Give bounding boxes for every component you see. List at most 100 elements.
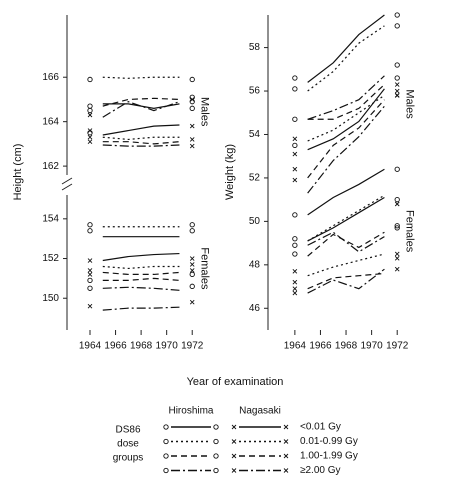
marker-x bbox=[189, 123, 195, 129]
marker-o bbox=[87, 285, 93, 291]
marker-o bbox=[292, 116, 298, 122]
legend-city: Nagasaki bbox=[239, 406, 281, 417]
group-label: Females bbox=[198, 247, 210, 290]
marker-x bbox=[87, 258, 93, 263]
marker-x bbox=[283, 468, 289, 473]
series-line bbox=[102, 277, 180, 281]
marker-x-stroke bbox=[87, 112, 93, 118]
marker-x bbox=[292, 286, 298, 292]
marker-x-stroke bbox=[87, 128, 93, 133]
marker-x-stroke bbox=[189, 268, 195, 273]
marker-o bbox=[87, 107, 93, 114]
y-tick-label: 162 bbox=[42, 161, 59, 172]
group-label: Males bbox=[198, 97, 210, 127]
marker-x bbox=[231, 424, 237, 430]
marker-x bbox=[283, 439, 289, 444]
marker-x bbox=[189, 268, 195, 273]
x-tick-label: 1972 bbox=[386, 341, 409, 352]
series-line bbox=[102, 306, 180, 311]
marker-x bbox=[189, 256, 195, 261]
y-tick-label: 164 bbox=[42, 116, 59, 127]
series-line bbox=[102, 252, 180, 262]
series-line bbox=[307, 194, 385, 242]
marker-x bbox=[394, 93, 400, 98]
marker-x bbox=[292, 279, 298, 285]
marker-x bbox=[189, 299, 195, 305]
marker-o bbox=[189, 271, 195, 278]
marker-x bbox=[394, 266, 400, 272]
marker-x-stroke bbox=[231, 424, 237, 430]
series-line bbox=[307, 99, 385, 179]
marker-o bbox=[87, 277, 93, 284]
marker-x-stroke bbox=[87, 139, 93, 144]
marker-x bbox=[87, 134, 93, 140]
series-line bbox=[307, 231, 385, 253]
marker-x bbox=[292, 136, 298, 142]
marker-x bbox=[394, 251, 400, 257]
x-tick-label: 1964 bbox=[79, 341, 102, 352]
marker-o bbox=[394, 12, 400, 18]
y-tick-label: 50 bbox=[249, 216, 261, 227]
x-tick-label: 1966 bbox=[309, 341, 332, 352]
marker-x-stroke bbox=[394, 93, 400, 98]
marker-o bbox=[163, 424, 169, 430]
x-tick-label: 1968 bbox=[130, 341, 153, 352]
marker-x-stroke bbox=[394, 82, 400, 87]
marker-x bbox=[189, 97, 195, 102]
marker-x-stroke bbox=[231, 468, 237, 473]
marker-o bbox=[189, 76, 195, 83]
marker-x bbox=[189, 262, 195, 267]
marker-x-stroke bbox=[292, 177, 298, 183]
marker-x-stroke bbox=[394, 255, 400, 261]
x-tick-label: 1970 bbox=[156, 341, 179, 352]
marker-x bbox=[87, 268, 93, 273]
series-line bbox=[307, 94, 385, 142]
series-line bbox=[307, 84, 385, 120]
marker-o bbox=[87, 130, 93, 136]
marker-x bbox=[394, 82, 400, 87]
marker-x-stroke bbox=[189, 256, 195, 261]
legend-title: dose bbox=[117, 439, 139, 450]
series-line bbox=[307, 105, 385, 194]
marker-o bbox=[292, 212, 298, 218]
series-line bbox=[307, 253, 385, 277]
marker-x-stroke bbox=[292, 136, 298, 142]
marker-x-stroke bbox=[87, 134, 93, 140]
series-line bbox=[102, 97, 180, 107]
series-line bbox=[102, 76, 180, 79]
marker-x bbox=[87, 272, 93, 277]
marker-x-stroke bbox=[283, 439, 289, 444]
axis-break bbox=[61, 177, 73, 185]
marker-x-stroke bbox=[292, 279, 298, 285]
marker-o bbox=[87, 222, 93, 228]
x-axis-label: Year of examination bbox=[187, 376, 284, 388]
marker-x bbox=[292, 177, 298, 183]
series-line bbox=[102, 136, 180, 141]
marker-x-stroke bbox=[292, 151, 298, 157]
legend-dose: ≥2.00 Gy bbox=[300, 465, 341, 476]
marker-o bbox=[394, 197, 400, 203]
marker-o bbox=[189, 222, 195, 228]
marker-o bbox=[292, 236, 298, 242]
y-tick-label: 46 bbox=[249, 303, 261, 314]
marker-o bbox=[189, 99, 195, 105]
marker-x-stroke bbox=[292, 166, 298, 172]
marker-x-stroke bbox=[87, 303, 93, 309]
marker-x bbox=[292, 290, 298, 296]
marker-x bbox=[87, 139, 93, 144]
marker-o bbox=[189, 228, 195, 234]
marker-o bbox=[394, 223, 400, 229]
marker-o bbox=[87, 103, 93, 109]
marker-o bbox=[189, 283, 195, 289]
legend-title: DS86 bbox=[115, 425, 140, 436]
marker-x-stroke bbox=[394, 88, 400, 94]
series-line bbox=[307, 14, 385, 83]
marker-x-stroke bbox=[87, 268, 93, 273]
series-line bbox=[102, 101, 180, 118]
series-line bbox=[307, 268, 385, 294]
marker-x-stroke bbox=[87, 272, 93, 277]
group-label: Females bbox=[403, 210, 415, 253]
marker-x-stroke bbox=[189, 123, 195, 129]
marker-x-stroke bbox=[292, 290, 298, 296]
